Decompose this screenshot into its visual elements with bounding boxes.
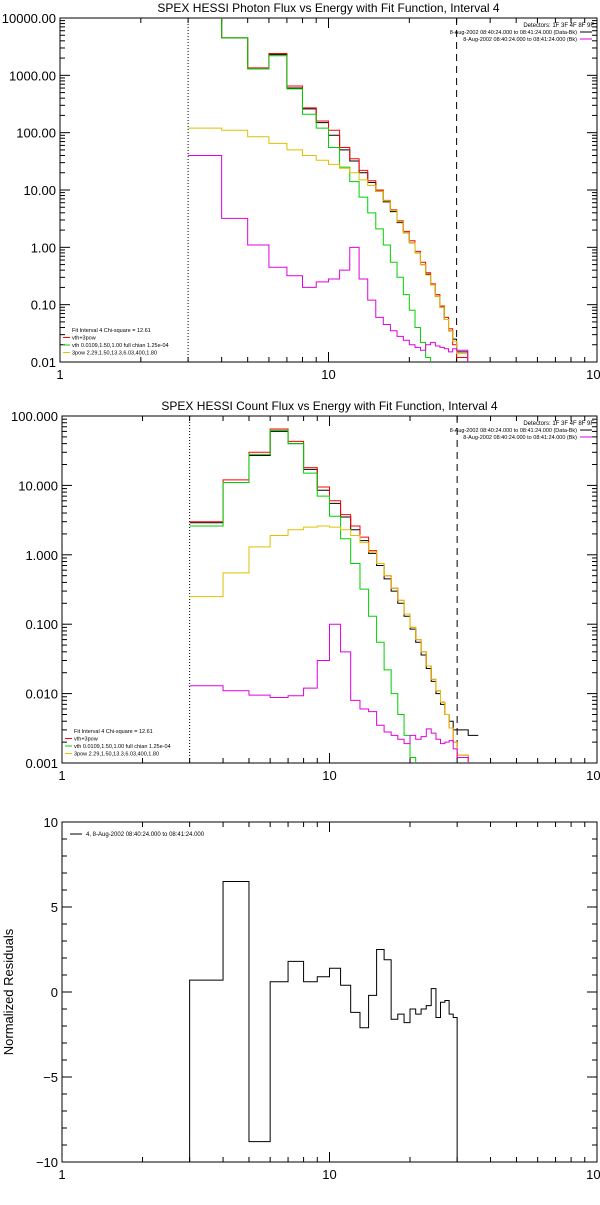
- series-line-5: [189, 623, 469, 763]
- y-tick-label: −5: [43, 1070, 58, 1085]
- series-line-1: [189, 881, 458, 1162]
- series-line-3: [221, 18, 432, 362]
- x-tick-label: 10: [321, 367, 335, 382]
- x-tick-label: 1: [58, 768, 65, 783]
- plot-frame: [59, 17, 598, 363]
- y-tick-label: 10: [44, 815, 58, 830]
- series-line-4: [189, 525, 469, 763]
- series-line-1: [189, 430, 479, 736]
- legend-entry: vth+3pow: [74, 737, 98, 743]
- y-tick-label: 1.00: [31, 240, 56, 255]
- plot-frame: [61, 821, 598, 1163]
- x-tick-label: 1: [56, 367, 63, 382]
- chart-panel-1: SPEX HESSI Photon Flux vs Energy with Fi…: [2, 1, 600, 382]
- y-axis-label: Normalized Residuals: [1, 928, 16, 1055]
- y-tick-label: 0: [51, 985, 58, 1000]
- legend-entry: Fit Interval 4 Chi-square = 12.61: [72, 328, 151, 334]
- legend-entry: Fit Interval 4 Chi-square = 12.61: [74, 729, 153, 735]
- x-tick-label: 100: [586, 768, 600, 783]
- interval-info: 8-Aug-2002 08:40:24.000 to 08:41:24.000 …: [463, 435, 577, 441]
- interval-info: 8-Aug-2002 08:40:24.000 to 08:41:24.000 …: [450, 428, 577, 434]
- x-tick-label: 1: [58, 1167, 65, 1182]
- legend-entry: 3pow 2.29,1.50,13.3,6.03,400,1.80: [74, 752, 159, 758]
- series-line-4: [188, 127, 469, 362]
- y-tick-label: −10: [36, 1155, 58, 1170]
- chart-title: SPEX HESSI Photon Flux vs Energy with Fi…: [157, 1, 499, 15]
- x-tick-label: 100: [586, 1167, 600, 1182]
- legend-entry: vth 0.0109,1.50,1.00 full chian 1.25e-04: [74, 744, 171, 750]
- chart-title: SPEX HESSI Count Flux vs Energy with Fit…: [161, 399, 497, 413]
- y-tick-label: 10.000: [18, 478, 58, 493]
- y-tick-label: 0.10: [31, 298, 56, 313]
- x-tick-label: 10: [322, 1167, 336, 1182]
- interval-info: 8-Aug-2002 08:40:24.000 to 08:41:24.000 …: [450, 30, 577, 36]
- series-line-3: [189, 429, 417, 763]
- series-line-2: [221, 18, 469, 362]
- series-line-1: [221, 18, 469, 362]
- legend-entry: 4, 8-Aug-2002 08:40:24.000 to 08:41:24.0…: [86, 832, 205, 838]
- y-tick-label: 100.000: [11, 409, 58, 424]
- y-tick-label: 0.001: [25, 756, 58, 771]
- plot-area: [187, 18, 469, 362]
- chart-panel-3: Normalized Residuals 1 10 100 10 5 0 −5 −10 4, 8-…: [1, 815, 600, 1182]
- y-tick-label: 1000.00: [9, 68, 56, 83]
- x-tick-label: 10: [322, 768, 336, 783]
- series-line-2: [189, 428, 469, 763]
- detectors-label: Detectors: 1F 3F 4F 8F 9F: [523, 23, 594, 29]
- y-tick-label: 0.01: [31, 355, 56, 370]
- plot-area: [189, 416, 479, 763]
- series-line-5: [188, 154, 469, 362]
- interval-info: 8-Aug-2002 08:40:24.000 to 08:41:24.000 …: [463, 37, 577, 43]
- x-tick-label: 100: [586, 367, 600, 382]
- legend-entry: vth 0.0109,1.50,1.00 full chian 1.25e-04: [72, 343, 169, 349]
- detectors-label: Detectors: 1F 3F 4F 8F 9F: [523, 421, 594, 427]
- y-tick-label: 10000.00: [2, 11, 56, 26]
- legend-entry: 3pow 2.29,1.50,13.3,6.03,400,1.80: [72, 351, 157, 357]
- y-tick-label: 0.010: [25, 687, 58, 702]
- y-tick-label: 100.00: [16, 126, 56, 141]
- plot-frame: [61, 415, 598, 764]
- y-tick-label: 10.00: [23, 183, 56, 198]
- y-tick-label: 1.000: [25, 548, 58, 563]
- legend-entry: vth+3pow: [72, 336, 96, 342]
- chart-panel-2: SPEX HESSI Count Flux vs Energy with Fit…: [11, 399, 600, 783]
- y-tick-label: 0.100: [25, 617, 58, 632]
- y-tick-label: 5: [51, 900, 58, 915]
- plot-area: [189, 881, 458, 1162]
